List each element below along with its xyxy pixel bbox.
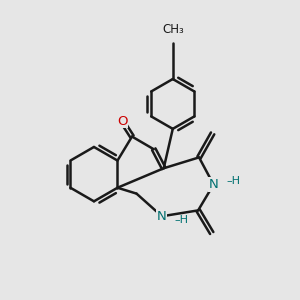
Text: –H: –H — [175, 215, 189, 225]
Text: CH₃: CH₃ — [162, 23, 184, 36]
Text: –H: –H — [226, 176, 240, 186]
Text: N: N — [209, 178, 218, 191]
Text: O: O — [117, 115, 127, 128]
Text: N: N — [157, 210, 167, 223]
